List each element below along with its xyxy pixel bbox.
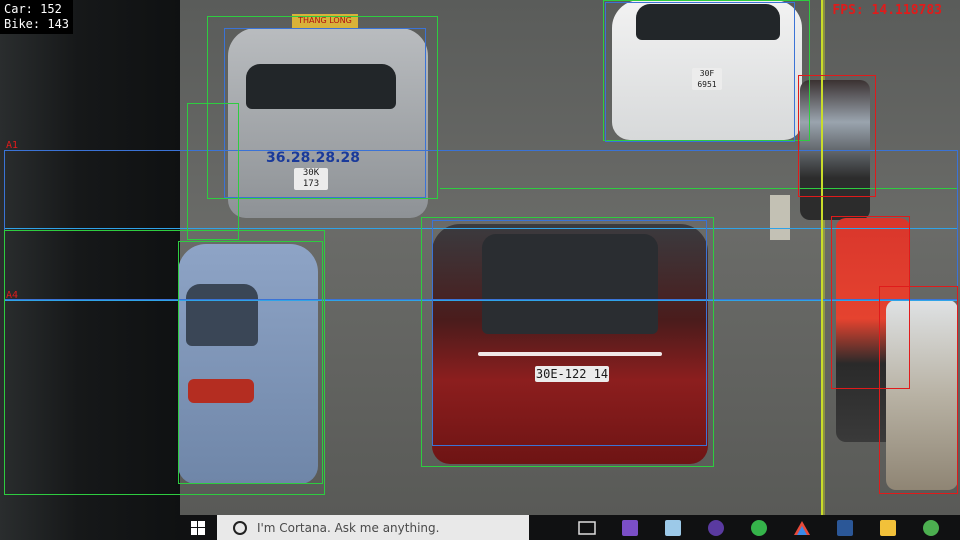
media-app-icon[interactable] (702, 518, 730, 538)
red-car-plate: 30E-122 14 (535, 366, 609, 382)
cortana-icon (232, 520, 247, 535)
car-tracking-box (224, 28, 426, 198)
car-detection-box (207, 16, 438, 199)
lane-divider-line (821, 0, 823, 515)
counting-line-green (440, 188, 958, 189)
bike-count: Bike: 143 (4, 17, 70, 31)
cortana-search-box[interactable]: I'm Cortana. Ask me anything. (216, 515, 529, 540)
car-detection-box (178, 241, 323, 484)
monitor-bezel (0, 0, 195, 540)
counting-line (4, 228, 958, 229)
windows-start-icon[interactable] (180, 515, 217, 540)
counting-zone (4, 150, 958, 300)
car-detection-box (603, 0, 810, 141)
taskbar-icons (573, 518, 960, 538)
line-label-a1: A1 (6, 140, 19, 151)
car-tracking-box (432, 220, 707, 446)
white-car: 30F 6951 (612, 0, 802, 140)
bike-detection-box (187, 103, 239, 240)
car-count: Car: 152 (4, 2, 62, 16)
lane-edge (822, 0, 825, 515)
word-icon[interactable] (831, 518, 859, 538)
car-tracking-box (605, 2, 795, 142)
chrome-icon[interactable] (917, 518, 945, 538)
taxi-car: THANG LONG 36.28.28.28 30K 173 (228, 14, 428, 218)
task-view-icon[interactable] (573, 518, 601, 538)
vehicle-counter: Car: 152 Bike: 143 (0, 0, 74, 34)
cortana-search-placeholder: I'm Cortana. Ask me anything. (256, 520, 440, 535)
red-car: 30E-122 14 (432, 224, 708, 464)
triangle-app-icon[interactable] (788, 518, 816, 538)
cortana-green-icon[interactable] (745, 518, 773, 538)
bike-detection-box (798, 75, 876, 197)
taskbar: I'm Cortana. Ask me anything. (180, 515, 960, 540)
taxi-number: 36.28.28.28 (266, 150, 360, 166)
line-label-a4: A4 (6, 290, 19, 301)
visual-studio-icon[interactable] (616, 518, 644, 538)
file-explorer-icon[interactable] (874, 518, 902, 538)
taxi-plate: 30K 173 (294, 168, 328, 190)
car-detection-box (421, 217, 714, 467)
car-detection-box (4, 230, 325, 495)
white-car-plate: 30F 6951 (692, 68, 722, 90)
counting-line-a4 (4, 300, 958, 301)
taxi-sign: THANG LONG (292, 14, 358, 28)
box-app-icon[interactable] (659, 518, 687, 538)
motorbike-rider (886, 300, 958, 490)
bike-detection-box (831, 216, 910, 389)
blue-car (178, 244, 318, 484)
fps-readout: FPS: 14.118783 (832, 3, 942, 18)
bike-detection-box (879, 286, 958, 494)
